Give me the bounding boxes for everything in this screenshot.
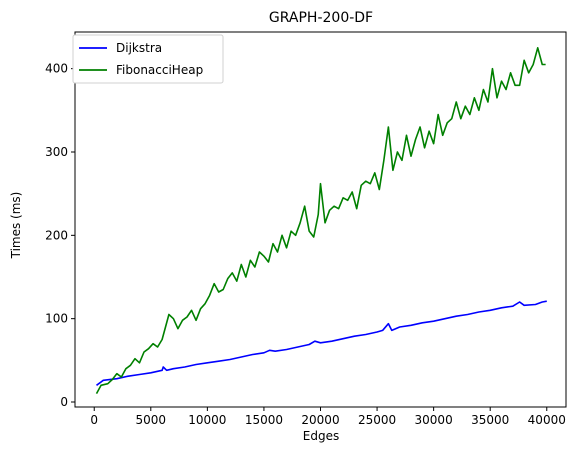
x-tick-label: 5000 — [136, 413, 167, 427]
y-tick-label: 400 — [45, 62, 68, 76]
x-tick-label: 0 — [90, 413, 98, 427]
y-tick-label: 100 — [45, 312, 68, 326]
x-tick-label: 15000 — [245, 413, 283, 427]
y-axis-ticks: 0 100 200 300 400 — [45, 62, 75, 409]
x-tick-label: 40000 — [528, 413, 566, 427]
axes-frame — [74, 31, 567, 408]
x-tick-label: 20000 — [301, 413, 339, 427]
series-line-fibonacciheap — [95, 47, 546, 395]
y-axis-label: Times (ms) — [9, 192, 23, 260]
x-tick-label: 30000 — [415, 413, 453, 427]
legend: Dijkstra FibonacciHeap — [72, 34, 224, 84]
legend-box — [72, 34, 224, 84]
chart-title: GRAPH-200-DF — [269, 10, 373, 26]
x-tick-label: 25000 — [358, 413, 396, 427]
legend-label-fibonacciheap: FibonacciHeap — [116, 63, 203, 77]
y-tick-label: 0 — [60, 395, 68, 409]
legend-label-dijkstra: Dijkstra — [116, 41, 162, 55]
series-line-dijkstra — [96, 300, 547, 386]
y-tick-label: 300 — [45, 145, 68, 159]
y-tick-label: 200 — [45, 228, 68, 242]
x-tick-label: 35000 — [471, 413, 509, 427]
x-axis-ticks: 0 5000 10000 15000 20000 25000 30000 35000 40000 — [90, 407, 566, 427]
plot-area — [95, 47, 547, 395]
x-tick-label: 10000 — [188, 413, 226, 427]
x-axis-label: Edges — [303, 429, 339, 443]
